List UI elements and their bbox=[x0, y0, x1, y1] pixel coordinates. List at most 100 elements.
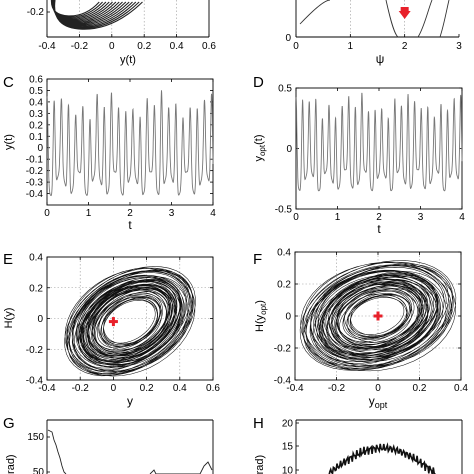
time-series-line bbox=[46, 90, 214, 197]
y-axis-label: yopt(t) bbox=[253, 134, 267, 161]
x-tick-label: 4 bbox=[210, 208, 216, 219]
panel-f: -0.4 -0.2 0 0.2 0.4 -0.4 -0.2 0 0.2 0.4 F H(yopt) yo… bbox=[253, 248, 468, 411]
y-tick-label: 20 bbox=[282, 419, 294, 430]
attractor-trajectory bbox=[50, 0, 143, 30]
x-tick-label: 2 bbox=[127, 208, 133, 219]
y-tick-label: 0.2 bbox=[277, 280, 291, 291]
fixed-point-marker bbox=[398, 7, 411, 19]
y-tick-label: 0.1 bbox=[29, 132, 43, 143]
panel-letter: H bbox=[253, 415, 264, 432]
x-axis-label: t bbox=[128, 218, 132, 232]
phase-drift-curve bbox=[328, 442, 436, 474]
x-tick-label: 1 bbox=[348, 41, 354, 52]
x-tick-label: 3 bbox=[456, 41, 462, 52]
x-tick-label: 0.2 bbox=[413, 383, 427, 394]
x-tick-label: -0.2 bbox=[72, 383, 90, 394]
x-tick-label: 2 bbox=[376, 212, 382, 223]
x-tick-label: 0.2 bbox=[137, 41, 151, 52]
x-tick-label: 4 bbox=[459, 212, 465, 223]
x-tick-label: 0 bbox=[111, 383, 117, 394]
y-tick-label: -0.3 bbox=[26, 178, 44, 189]
curve bbox=[439, 0, 450, 38]
panel-letter: F bbox=[253, 251, 262, 268]
y-tick-label: 0.4 bbox=[29, 97, 43, 108]
y-axis-label: φ(rad) bbox=[254, 455, 266, 474]
y-tick-label: 10 bbox=[282, 466, 294, 474]
y-axis-label: H(yopt) bbox=[254, 300, 268, 332]
y-tick-label: 0.5 bbox=[278, 84, 292, 95]
x-axis-label: y(t) bbox=[120, 54, 136, 66]
panel-h-cropped: H 20 15 10 φ(rad) bbox=[253, 415, 463, 474]
y-tick-label: 0 bbox=[37, 314, 43, 325]
x-axis-label: y bbox=[127, 394, 133, 408]
phase-trajectory bbox=[64, 266, 196, 377]
y-axis-label-subscript: opt bbox=[259, 303, 268, 315]
y-tick-label: -0.5 bbox=[275, 205, 293, 216]
x-tick-label: -0.4 bbox=[38, 41, 56, 52]
x-tick-label: 0.2 bbox=[140, 383, 154, 394]
x-tick-label: -0.4 bbox=[286, 383, 304, 394]
x-tick-label: 3 bbox=[169, 208, 175, 219]
y-axis-label: H(y) bbox=[3, 308, 15, 329]
y-axis-label: (rad) bbox=[5, 454, 17, 474]
decay-curve bbox=[47, 429, 67, 474]
y-tick-label: 0.2 bbox=[29, 120, 43, 131]
x-tick-label: -0.4 bbox=[38, 383, 56, 394]
y-tick-label: 0 bbox=[285, 33, 291, 44]
y-tick-label: 0.6 bbox=[29, 75, 43, 86]
y-axis-label-subscript: opt bbox=[258, 144, 267, 156]
y-axis-label: y(t) bbox=[3, 134, 15, 150]
panel-letter: C bbox=[3, 74, 14, 91]
x-tick-label: 1 bbox=[86, 208, 92, 219]
x-axis-label-subscript: opt bbox=[375, 400, 388, 410]
curve bbox=[299, 0, 331, 25]
y-tick-label: 50 bbox=[33, 467, 45, 474]
panel-letter: D bbox=[253, 74, 264, 91]
panel-letter: G bbox=[3, 415, 15, 432]
panel-b-cropped: 0 1 2 3 0 ψ bbox=[285, 0, 462, 66]
time-series-line bbox=[295, 92, 463, 192]
y-tick-label: -0.4 bbox=[26, 189, 44, 200]
panel-g-cropped: G 150 50 (rad) bbox=[3, 415, 214, 474]
x-tick-label: 0 bbox=[375, 383, 381, 394]
panel-a-cropped: -0.4 -0.2 0 0.2 0.4 0.6 -0.2 y(t) bbox=[27, 0, 216, 66]
y-tick-label: 0.4 bbox=[29, 253, 43, 264]
x-tick-label: 0.4 bbox=[173, 383, 187, 394]
x-axis-label: ψ bbox=[376, 52, 385, 66]
x-tick-label: 0.6 bbox=[206, 383, 220, 394]
panel-c: 0 1 2 3 4-0.4-0.3-0.2-0.100.10.20.30.40.50.6… bbox=[3, 74, 216, 232]
y-axis-label-rest: (t) bbox=[253, 134, 265, 144]
x-tick-label: 2 bbox=[402, 41, 408, 52]
y-tick-label: -0.2 bbox=[26, 345, 44, 356]
y-tick-label: 0 bbox=[285, 312, 291, 323]
curve bbox=[417, 0, 433, 38]
y-tick-label: 150 bbox=[27, 432, 44, 443]
x-tick-label: 0 bbox=[293, 212, 299, 223]
y-tick-label: -0.2 bbox=[27, 7, 45, 18]
x-tick-label: -0.2 bbox=[71, 41, 89, 52]
y-tick-label: 0.3 bbox=[29, 109, 43, 120]
y-tick-label: -0.2 bbox=[26, 166, 44, 177]
panel-e: -0.4 -0.2 0 0.2 0.4 0.6 -0.4 -0.2 0 0.2 0.4 E H(y) y bbox=[3, 251, 220, 408]
x-tick-label: 0.4 bbox=[454, 383, 468, 394]
y-tick-label: -0.4 bbox=[26, 376, 44, 387]
y-tick-label: 0.4 bbox=[277, 248, 291, 259]
x-tick-label: 0 bbox=[293, 41, 299, 52]
y-tick-label: -0.1 bbox=[26, 155, 44, 166]
phase-trajectory bbox=[299, 260, 457, 372]
decay-curve bbox=[149, 461, 213, 474]
y-tick-label: -0.4 bbox=[274, 376, 292, 387]
x-axis-label: yopt bbox=[369, 394, 388, 410]
x-tick-label: 3 bbox=[418, 212, 424, 223]
curve bbox=[385, 0, 399, 38]
y-tick-label: -0.2 bbox=[274, 344, 292, 355]
x-tick-label: 0.4 bbox=[170, 41, 184, 52]
x-tick-label: -0.2 bbox=[328, 383, 346, 394]
axes-frame bbox=[295, 87, 463, 210]
y-tick-label: 0.2 bbox=[29, 283, 43, 294]
x-tick-label: 0 bbox=[44, 208, 50, 219]
y-tick-label: 0 bbox=[37, 143, 43, 154]
axes-frame bbox=[46, 78, 214, 206]
